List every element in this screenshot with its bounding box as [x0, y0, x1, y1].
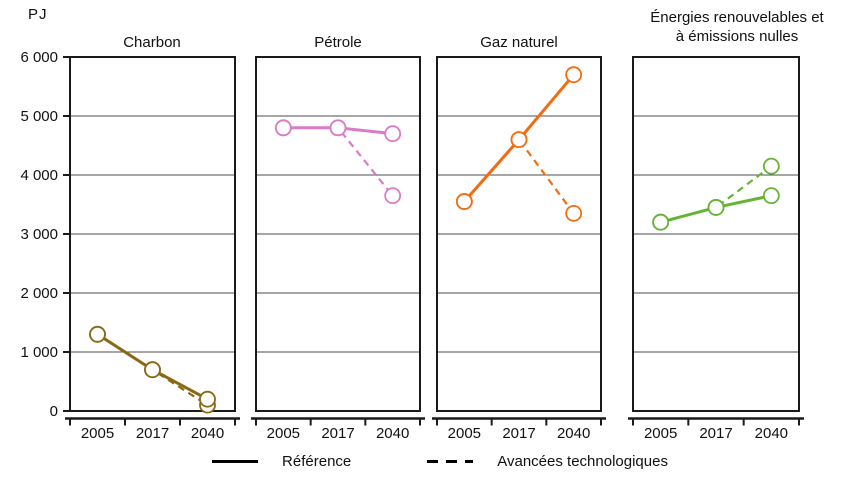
x-tick-label: 2005 — [81, 425, 114, 442]
data-point — [762, 187, 780, 205]
data-point — [565, 204, 583, 222]
data-point — [455, 193, 473, 210]
data-point — [144, 361, 161, 379]
panel-border — [632, 56, 800, 412]
y-tick-label: 0 — [50, 403, 58, 420]
data-point — [510, 131, 528, 149]
series-line-dashed — [283, 126, 394, 197]
x-tick-label: 2005 — [644, 425, 677, 442]
panel-2: 2005 2017 2040 — [251, 56, 425, 442]
y-tick-label: 5 000 — [20, 108, 58, 125]
x-tick-label: 2040 — [191, 425, 224, 442]
data-point — [652, 213, 670, 231]
panel-title-charbon: Charbon — [123, 34, 181, 51]
legend-label-reference: Référence — [282, 453, 352, 470]
data-point — [384, 187, 402, 205]
y-axis-unit-label: PJ — [28, 6, 48, 23]
data-point — [384, 125, 402, 143]
x-tick-label: 2040 — [755, 425, 788, 442]
y-tick-label: 2 000 — [20, 285, 58, 302]
panel-4: 2005 2017 2040 — [628, 56, 804, 442]
panel-title-renouvelables: Énergies renouvelables et à émissions nu… — [650, 9, 824, 45]
data-point — [707, 199, 725, 216]
data-point — [274, 119, 292, 137]
panel-1: 2005 2017 2040 0 1 000 2 000 3 000 4 000 5 000 6 … — [20, 49, 240, 442]
panel-title-gaz-naturel: Gaz naturel — [480, 34, 558, 51]
y-tick-label: 4 000 — [20, 167, 58, 184]
legend-dashed-line-swatch — [427, 460, 474, 463]
y-tick-label: 1 000 — [20, 344, 58, 361]
panel-3: 2005 2017 2040 — [432, 56, 606, 442]
x-tick-label: 2017 — [699, 425, 732, 442]
series-line-dashed — [463, 137, 575, 215]
panel-title-petrole: Pétrole — [314, 34, 362, 51]
x-tick-label: 2005 — [267, 425, 300, 442]
panel-border — [436, 56, 602, 412]
data-point — [199, 390, 216, 408]
data-point — [329, 119, 347, 137]
legend-solid-line-swatch — [212, 460, 259, 463]
chart-plot-area: 2005 2017 2040 0 1 000 2 000 3 000 4 000 5 000 6 … — [20, 49, 804, 442]
panel-border — [255, 56, 421, 412]
x-tick-label: 2040 — [376, 425, 409, 442]
data-point — [565, 66, 583, 84]
y-tick-label: 3 000 — [20, 226, 58, 243]
legend: Référence Avancées technologiques — [0, 453, 846, 470]
data-point — [89, 325, 106, 343]
x-tick-label: 2017 — [136, 425, 169, 442]
legend-label-avancees-technologiques: Avancées technologiques — [497, 453, 668, 470]
x-tick-label: 2040 — [557, 425, 590, 442]
y-tick-label: 6 000 — [20, 49, 58, 66]
x-tick-label: 2017 — [502, 425, 535, 442]
x-tick-label: 2005 — [448, 425, 481, 442]
data-point — [762, 157, 780, 175]
x-tick-label: 2017 — [321, 425, 354, 442]
